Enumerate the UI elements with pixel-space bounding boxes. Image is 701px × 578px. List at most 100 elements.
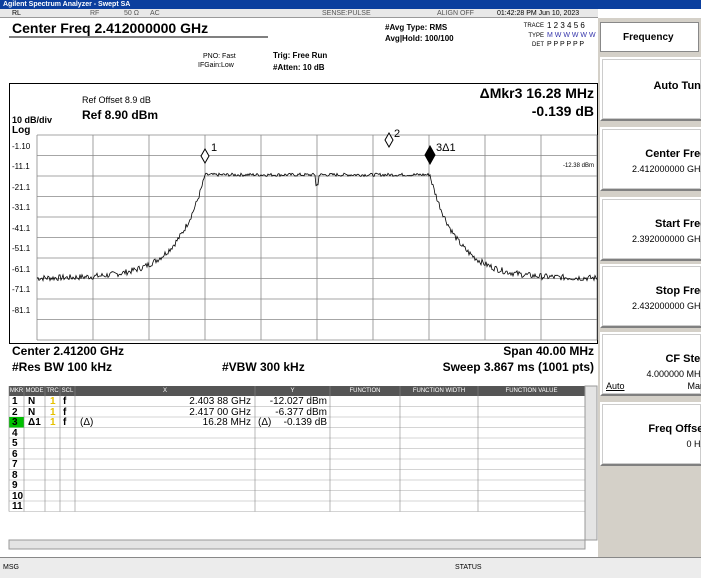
column-header: SCL	[61, 388, 74, 394]
graph-frame	[9, 83, 598, 344]
softkey-value[interactable]: 2.432000000 GHz	[631, 301, 701, 311]
label: #Res BW 100 kHz	[12, 360, 113, 374]
label: Log	[12, 125, 31, 136]
label: 4	[12, 427, 18, 439]
marker	[424, 144, 436, 166]
softkey-value[interactable]: 0 Hz	[686, 439, 701, 449]
y-axis-label: -31.1	[12, 203, 31, 212]
softkey[interactable]: CF Step 4.000000 MHz Auto Man	[600, 332, 701, 396]
softkey-label[interactable]: Center Freq	[645, 148, 701, 160]
softkey[interactable]: Stop Freq 2.432000000 GHz	[600, 264, 701, 328]
softkey[interactable]: Auto Tune	[600, 57, 701, 121]
label: PNO: Fast	[203, 53, 236, 60]
column-header: MKR	[9, 388, 24, 394]
softkey-value[interactable]: 4.000000 MHz	[646, 369, 701, 379]
label: 1	[50, 406, 56, 418]
softkey-option[interactable]: Man	[687, 381, 701, 391]
label: Sweep 3.867 ms (1001 pts)	[442, 360, 594, 374]
marker	[384, 131, 394, 149]
label: AC	[150, 10, 160, 17]
label: 2.403 88 GHz	[189, 396, 251, 407]
label: 2.417 00 GHz	[189, 406, 251, 418]
column-header: TRC	[46, 388, 59, 394]
label: Center 2.41200 GHz	[12, 344, 125, 358]
label: -12.027 dBm	[269, 396, 327, 407]
label: -6.377 dBm	[275, 406, 327, 418]
softkey[interactable]: Center Freq 2.412000000 GHz	[600, 127, 701, 191]
softkey[interactable]: Start Freq 2.392000000 GHz	[600, 197, 701, 261]
label: 7	[12, 459, 18, 470]
label: f	[63, 406, 67, 418]
label: f	[63, 417, 67, 428]
trace	[36, 172, 598, 283]
label: TYPE	[528, 33, 544, 39]
center-freq: Center Freq 2.412000000 GHz	[12, 20, 209, 36]
softkey-value[interactable]: 2.392000000 GHz	[631, 234, 701, 244]
selected-cell	[9, 417, 24, 428]
label: #Atten: 10 dB	[273, 63, 325, 72]
label: Span 40.00 MHz	[503, 344, 594, 358]
column-header: FUNCTION	[349, 388, 381, 394]
h-scrollbar	[8, 539, 586, 550]
label: 1	[50, 417, 56, 428]
label: ΔMkr3 16.28 MHz	[479, 85, 594, 101]
label: 1 2 3 4 5 6	[547, 21, 585, 30]
y-axis-label: -51.1	[12, 244, 31, 253]
window-title: Agilent Spectrum Analyzer - Swept SA	[3, 1, 131, 8]
label: (Δ)	[80, 417, 94, 428]
label: Δ1	[28, 417, 41, 428]
column-header: MODE	[25, 388, 44, 394]
v-scrollbar	[584, 385, 598, 541]
marker-label: 2	[394, 128, 401, 140]
softkey[interactable]: Freq Offset 0 Hz	[600, 402, 701, 466]
softkey-option[interactable]: Auto	[606, 381, 625, 391]
label: DET	[532, 42, 544, 48]
label: #Avg Type: RMS	[385, 23, 448, 32]
label: (Δ)	[258, 417, 272, 428]
column-header: Y	[290, 388, 295, 394]
y-axis-label: -71.1	[12, 285, 31, 294]
label: 1	[50, 396, 56, 407]
title-bar	[0, 0, 701, 9]
label: Ref 8.90 dBm	[82, 108, 159, 122]
softkey-label[interactable]: Auto Tune	[653, 80, 701, 92]
label: 5	[12, 438, 18, 449]
column-header: FUNCTION VALUE	[505, 388, 558, 394]
label: RF	[90, 10, 100, 17]
label: MSG	[3, 564, 19, 571]
menu-title	[600, 22, 699, 52]
marker-label: 3Δ1	[436, 142, 456, 154]
label: 11	[12, 501, 23, 512]
softkey-value[interactable]: 2.412000000 GHz	[631, 164, 701, 174]
marker	[200, 147, 210, 165]
label: #VBW 300 kHz	[222, 360, 305, 374]
column-header: X	[162, 388, 168, 394]
label: 1	[12, 396, 18, 407]
softkey-label[interactable]: CF Step	[665, 353, 701, 365]
label: N	[28, 396, 36, 407]
label: SENSE:PULSE	[322, 10, 371, 17]
label: ALIGN OFF	[437, 10, 474, 17]
y-axis-label: -21.1	[12, 182, 31, 192]
label: TRACE	[523, 23, 544, 29]
label: Trig: Free Run	[273, 51, 328, 60]
label: 8	[12, 469, 18, 481]
y-axis-label: -11.1	[12, 162, 30, 171]
softkey-label[interactable]: Freq Offset	[648, 423, 701, 435]
label: 10	[12, 490, 24, 502]
label: -12.38 dBm	[562, 163, 594, 169]
label: 9	[12, 480, 18, 491]
label: RL	[12, 10, 21, 17]
softkey-label[interactable]: Start Freq	[655, 218, 701, 230]
softkey-label[interactable]: Stop Freq	[655, 285, 701, 297]
y-axis-label: -41.1	[12, 223, 31, 233]
status-bar	[0, 557, 701, 578]
label: 50 Ω	[124, 10, 139, 17]
label: P P P P P P	[547, 41, 585, 48]
label: Ref Offset 8.9 dB	[82, 95, 151, 105]
label: -0.139 dB	[283, 417, 327, 428]
label: Avg|Hold: 100/100	[385, 34, 454, 43]
label: -0.139 dB	[531, 103, 594, 119]
